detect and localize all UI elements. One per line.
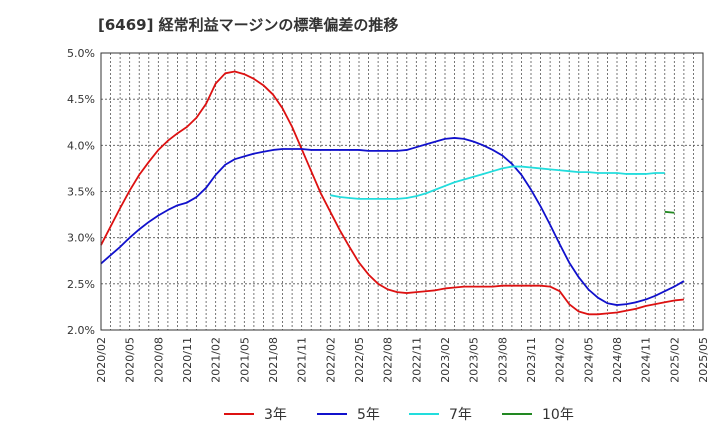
x-tick-label: 2024/08 [611,337,624,383]
x-tick-label: 2021/11 [296,337,309,383]
series-line-10年 [664,210,675,214]
x-tick-label: 2020/11 [181,337,194,383]
x-tick-label: 2021/05 [238,337,251,383]
legend-label: 7年 [449,407,472,423]
y-tick-label: 4.0% [67,139,95,152]
x-tick-label: 2025/05 [697,337,710,383]
x-tick-label: 2022/02 [324,337,337,383]
x-tick-label: 2022/11 [410,337,423,383]
x-tick-label: 2021/02 [210,337,223,383]
legend-label: 3年 [264,407,287,423]
x-tick-label: 2021/08 [267,337,280,383]
x-tick-label: 2023/02 [439,337,452,383]
legend: 3年 5年 7年 10年 [224,407,574,423]
series-line-5年 [100,137,685,306]
legend-label: 10年 [542,407,574,423]
y-tick-label: 4.5% [67,93,95,106]
x-tick-label: 2025/02 [668,337,681,383]
x-axis: 2020/02 2020/05 2020/08 2020/11 2021/02 2021/… [95,337,710,383]
x-tick-label: 2023/08 [496,337,509,383]
x-tick-label: 2024/11 [640,337,653,383]
legend-label: 5年 [357,407,380,423]
y-tick-label: 3.5% [67,186,95,199]
series-line-7年 [330,165,665,200]
series-line-3年 [100,70,684,316]
x-tick-label: 2022/08 [382,337,395,383]
x-tick-label: 2020/02 [95,337,108,383]
chart-title: [6469] 経常利益マージンの標準偏差の推移 [98,16,399,34]
x-tick-label: 2020/08 [152,337,165,383]
y-tick-label: 3.0% [67,232,95,245]
series-lines [100,70,685,316]
x-tick-label: 2023/11 [525,337,538,383]
x-tick-label: 2020/05 [124,337,137,383]
grid [100,52,704,331]
plot-area [100,52,704,331]
y-tick-label: 2.0% [67,324,95,337]
x-tick-label: 2024/02 [554,337,567,383]
y-tick-label: 2.5% [67,278,95,291]
y-axis: 2.0% 2.5% 3.0% 3.5% 4.0% 4.5% 5.0% [67,47,95,337]
y-tick-label: 5.0% [67,47,95,60]
x-tick-label: 2022/05 [353,337,366,383]
x-tick-label: 2024/05 [582,337,595,383]
x-tick-label: 2023/05 [468,337,481,383]
